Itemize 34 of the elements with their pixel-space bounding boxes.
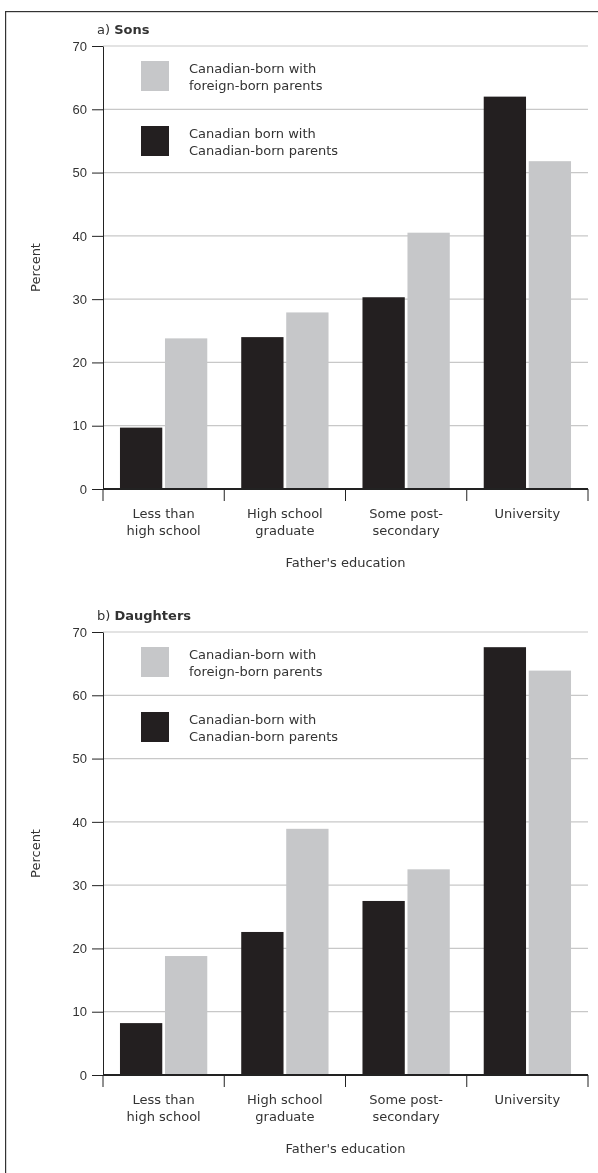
y-tick-label: 70 bbox=[72, 624, 87, 640]
y-tick-label: 20 bbox=[72, 941, 87, 957]
x-tick-label: High school graduate bbox=[247, 1092, 323, 1124]
y-tick-label: 30 bbox=[72, 877, 87, 893]
x-axis-title: Father's education bbox=[285, 555, 406, 570]
y-tick-label: 10 bbox=[72, 418, 87, 434]
x-tick-label: University bbox=[494, 1092, 561, 1107]
x-tick-label: University bbox=[494, 506, 561, 521]
x-tick-label: High school graduate bbox=[247, 506, 323, 538]
legend-label: Canadian-born with foreign-born parents bbox=[189, 647, 323, 679]
legend-label: Canadian-born with Canadian-born parents bbox=[189, 712, 339, 744]
y-tick-label: 50 bbox=[72, 165, 87, 181]
x-tick-label: Some post-secondary bbox=[369, 1092, 444, 1124]
y-tick-label: 70 bbox=[72, 38, 87, 54]
y-tick-label: 20 bbox=[72, 355, 87, 371]
y-tick-label: 10 bbox=[72, 1004, 87, 1020]
y-tick-label: 30 bbox=[72, 291, 87, 307]
y-axis-title: Percent bbox=[28, 829, 43, 878]
y-tick-label: 40 bbox=[72, 814, 87, 830]
y-tick-label: 0 bbox=[79, 481, 87, 497]
y-tick-label: 40 bbox=[72, 228, 87, 244]
x-axis-title: Father's education bbox=[285, 1141, 406, 1156]
chart-title: b) Daughters bbox=[97, 608, 192, 623]
chart-title: a) Sons bbox=[97, 22, 150, 37]
x-tick-label: Less than high school bbox=[126, 506, 201, 538]
y-axis-title: Percent bbox=[28, 243, 43, 292]
y-tick-label: 0 bbox=[79, 1067, 87, 1083]
x-tick-label: Some post-secondary bbox=[369, 506, 444, 538]
y-tick-label: 60 bbox=[72, 101, 87, 117]
y-tick-label: 60 bbox=[72, 687, 87, 703]
x-tick-label: Less than high school bbox=[126, 1092, 201, 1124]
legend-label: Canadian born with Canadian-born parents bbox=[189, 126, 339, 158]
y-tick-label: 50 bbox=[72, 751, 87, 767]
legend-label: Canadian-born with foreign-born parents bbox=[189, 61, 323, 93]
